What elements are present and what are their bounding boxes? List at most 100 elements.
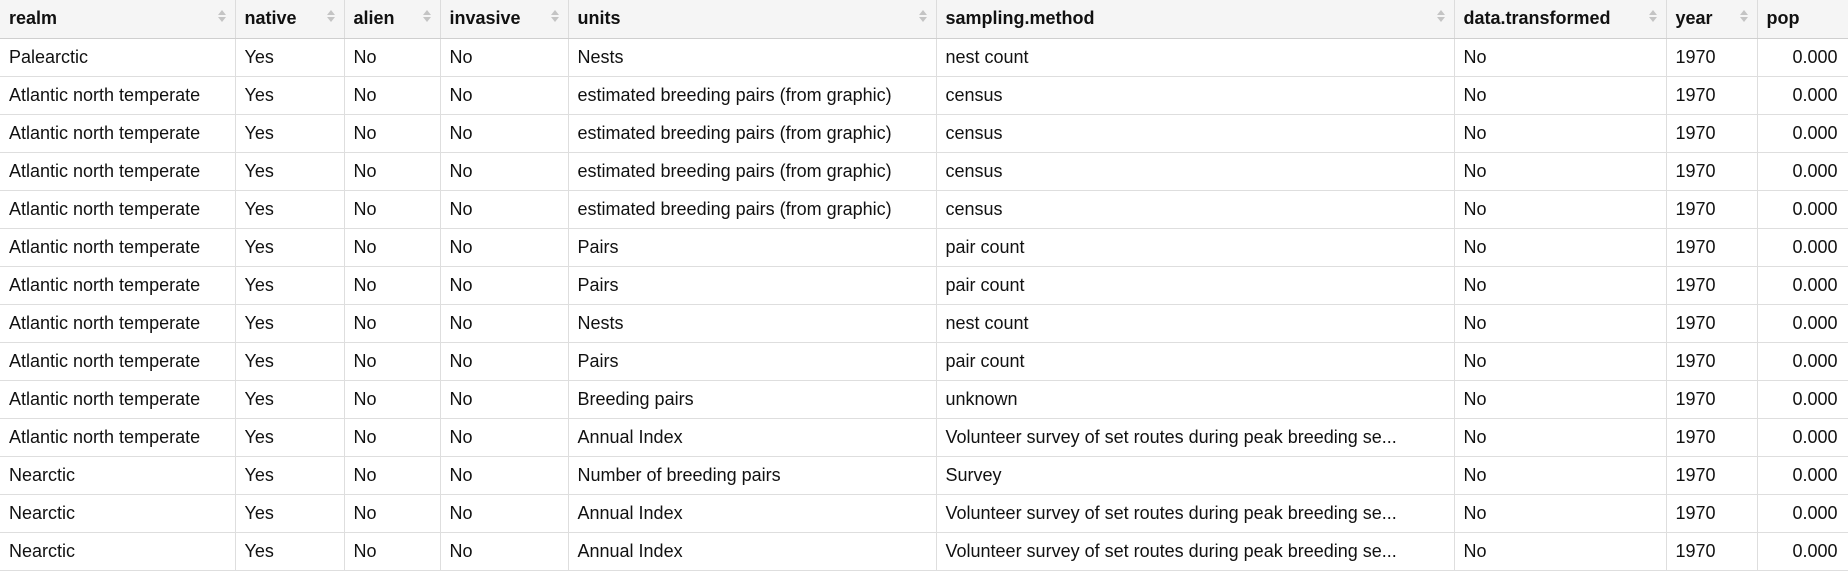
cell-data-transformed: No — [1454, 266, 1667, 305]
sort-arrows-icon[interactable] — [422, 7, 432, 25]
column-header-alien[interactable]: alien — [344, 0, 441, 39]
cell-units: Nests — [568, 38, 937, 77]
cell-units: Pairs — [568, 228, 937, 267]
table-row[interactable]: Atlantic north temperate Yes No No Pairs pair… — [0, 266, 1848, 305]
cell-data-transformed: No — [1454, 342, 1667, 381]
cell-data-transformed: No — [1454, 380, 1667, 419]
cell-realm: Nearctic — [0, 456, 236, 495]
cell-year: 1970 — [1666, 190, 1758, 229]
table-row[interactable]: Atlantic north temperate Yes No No Pairs pair… — [0, 342, 1848, 381]
cell-alien: No — [344, 266, 441, 305]
cell-sampling-method: census — [936, 152, 1455, 191]
cell-data-transformed: No — [1454, 76, 1667, 115]
sort-arrows-icon[interactable] — [550, 7, 560, 25]
column-header-label: data.transformed — [1463, 8, 1611, 29]
cell-sampling-method: nest count — [936, 304, 1455, 343]
cell-native: Yes — [235, 456, 345, 495]
cell-units: Breeding pairs — [568, 380, 937, 419]
cell-data-transformed: No — [1454, 494, 1667, 533]
column-header-pop[interactable]: pop — [1757, 0, 1848, 39]
sort-arrows-icon[interactable] — [1739, 7, 1749, 25]
cell-year: 1970 — [1666, 456, 1758, 495]
cell-realm: Palearctic — [0, 38, 236, 77]
cell-realm: Atlantic north temperate — [0, 228, 236, 267]
cell-units: Annual Index — [568, 532, 937, 571]
cell-invasive: No — [440, 266, 569, 305]
sort-arrows-icon[interactable] — [1436, 7, 1446, 25]
cell-data-transformed: No — [1454, 532, 1667, 571]
column-header-invasive[interactable]: invasive — [440, 0, 569, 39]
cell-data-transformed: No — [1454, 228, 1667, 267]
cell-native: Yes — [235, 76, 345, 115]
cell-units: Annual Index — [568, 494, 937, 533]
table-row[interactable]: Nearctic Yes No No Annual Index Volunteer sur… — [0, 494, 1848, 533]
cell-year: 1970 — [1666, 418, 1758, 457]
cell-units: estimated breeding pairs (from graphic) — [568, 76, 937, 115]
column-header-native[interactable]: native — [235, 0, 345, 39]
sort-arrows-icon[interactable] — [217, 7, 227, 25]
table-row[interactable]: Atlantic north temperate Yes No No Nests nest… — [0, 304, 1848, 343]
cell-year: 1970 — [1666, 228, 1758, 267]
cell-invasive: No — [440, 494, 569, 533]
table-row[interactable]: Atlantic north temperate Yes No No estimated… — [0, 114, 1848, 153]
cell-pop: 0.000 — [1757, 190, 1848, 229]
column-header-units[interactable]: units — [568, 0, 937, 39]
cell-alien: No — [344, 494, 441, 533]
cell-realm: Atlantic north temperate — [0, 76, 236, 115]
column-header-sampling-method[interactable]: sampling.method — [936, 0, 1455, 39]
column-header-label: native — [244, 8, 297, 29]
cell-sampling-method: Survey — [936, 456, 1455, 495]
cell-realm: Atlantic north temperate — [0, 114, 236, 153]
sort-arrows-icon[interactable] — [918, 7, 928, 25]
cell-pop: 0.000 — [1757, 266, 1848, 305]
column-header-realm[interactable]: realm — [0, 0, 236, 39]
cell-alien: No — [344, 152, 441, 191]
cell-pop: 0.000 — [1757, 342, 1848, 381]
cell-pop: 0.000 — [1757, 228, 1848, 267]
table-row[interactable]: Atlantic north temperate Yes No No estimated… — [0, 76, 1848, 115]
cell-native: Yes — [235, 304, 345, 343]
table-row[interactable]: Nearctic Yes No No Annual Index Volunteer sur… — [0, 532, 1848, 571]
cell-alien: No — [344, 456, 441, 495]
cell-invasive: No — [440, 342, 569, 381]
cell-sampling-method: census — [936, 76, 1455, 115]
cell-native: Yes — [235, 228, 345, 267]
table-row[interactable]: Atlantic north temperate Yes No No Breeding … — [0, 380, 1848, 419]
sort-arrows-icon[interactable] — [1648, 7, 1658, 25]
cell-invasive: No — [440, 418, 569, 457]
column-header-data-transformed[interactable]: data.transformed — [1454, 0, 1667, 39]
cell-data-transformed: No — [1454, 304, 1667, 343]
cell-year: 1970 — [1666, 266, 1758, 305]
table-row[interactable]: Atlantic north temperate Yes No No Annual In… — [0, 418, 1848, 457]
cell-pop: 0.000 — [1757, 418, 1848, 457]
sort-arrows-icon[interactable] — [326, 7, 336, 25]
cell-invasive: No — [440, 38, 569, 77]
table-body: Palearctic Yes No No Nests nest count No 1970 0.… — [0, 38, 1848, 571]
cell-invasive: No — [440, 532, 569, 571]
cell-data-transformed: No — [1454, 190, 1667, 229]
table-row[interactable]: Palearctic Yes No No Nests nest count No 1970 0.… — [0, 38, 1848, 77]
cell-native: Yes — [235, 418, 345, 457]
cell-invasive: No — [440, 76, 569, 115]
cell-units: Pairs — [568, 266, 937, 305]
table-row[interactable]: Atlantic north temperate Yes No No estimated… — [0, 152, 1848, 191]
cell-data-transformed: No — [1454, 152, 1667, 191]
cell-realm: Atlantic north temperate — [0, 304, 236, 343]
cell-data-transformed: No — [1454, 418, 1667, 457]
cell-realm: Atlantic north temperate — [0, 266, 236, 305]
cell-data-transformed: No — [1454, 456, 1667, 495]
cell-native: Yes — [235, 266, 345, 305]
table-row[interactable]: Atlantic north temperate Yes No No estimated… — [0, 190, 1848, 229]
cell-alien: No — [344, 38, 441, 77]
cell-invasive: No — [440, 304, 569, 343]
cell-invasive: No — [440, 190, 569, 229]
cell-invasive: No — [440, 228, 569, 267]
cell-pop: 0.000 — [1757, 114, 1848, 153]
cell-invasive: No — [440, 456, 569, 495]
cell-sampling-method: census — [936, 114, 1455, 153]
column-header-year[interactable]: year — [1666, 0, 1758, 39]
cell-pop: 0.000 — [1757, 494, 1848, 533]
table-row[interactable]: Atlantic north temperate Yes No No Pairs pair… — [0, 228, 1848, 267]
cell-sampling-method: nest count — [936, 38, 1455, 77]
table-row[interactable]: Nearctic Yes No No Number of breeding pairs S… — [0, 456, 1848, 495]
